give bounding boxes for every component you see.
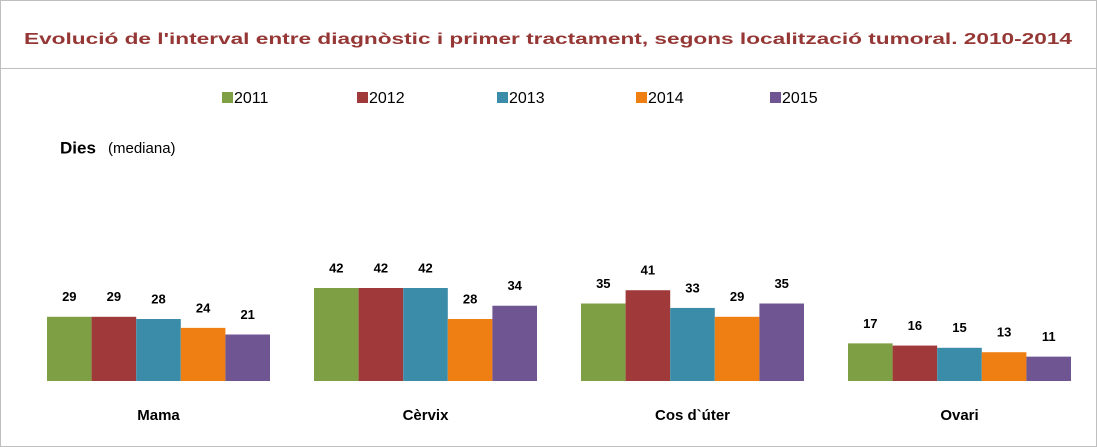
- bar: [225, 334, 270, 381]
- legend-label: 2011: [234, 90, 269, 107]
- bar: [447, 319, 493, 381]
- value-label: 11: [1042, 329, 1056, 344]
- value-label: 35: [596, 276, 610, 291]
- chart-title: Evolució de l'interval entre diagnòstic …: [24, 31, 1072, 48]
- legend-label: 2014: [648, 90, 684, 107]
- legend-label: 2012: [369, 90, 405, 107]
- bar: [180, 327, 226, 381]
- value-label: 41: [641, 263, 655, 278]
- bar: [403, 288, 448, 381]
- value-label: 15: [952, 320, 966, 335]
- bar: [892, 345, 938, 381]
- legend-swatch: [636, 92, 647, 103]
- bar: [848, 343, 893, 381]
- bar: [358, 288, 404, 381]
- value-label: 24: [196, 300, 211, 315]
- value-label: 42: [418, 260, 432, 275]
- value-label: 42: [374, 260, 388, 275]
- bar: [492, 305, 537, 381]
- x-tick-label: Cos d`úter: [655, 407, 730, 424]
- bar: [981, 352, 1027, 381]
- bar: [1026, 356, 1071, 381]
- x-tick-label: Ovari: [940, 407, 978, 424]
- y-axis-label: Dies: [60, 138, 96, 157]
- value-label: 21: [240, 307, 254, 322]
- legend-swatch: [497, 92, 508, 103]
- bar: [314, 288, 359, 381]
- bar: [670, 307, 715, 381]
- value-label: 29: [730, 289, 744, 304]
- value-label: 35: [774, 276, 788, 291]
- value-label: 34: [507, 278, 522, 293]
- bar: [714, 316, 760, 381]
- legend-label: 2013: [509, 90, 545, 107]
- bar: [91, 316, 137, 381]
- bar: [937, 347, 982, 381]
- value-label: 42: [329, 260, 343, 275]
- value-label: 28: [463, 291, 477, 306]
- y-axis-note: (mediana): [108, 140, 176, 157]
- legend-swatch: [222, 92, 233, 103]
- legend-label: 2015: [782, 90, 818, 107]
- value-label: 17: [863, 316, 877, 331]
- legend-swatch: [357, 92, 368, 103]
- bar: [47, 316, 92, 381]
- value-label: 28: [151, 291, 165, 306]
- legend-swatch: [770, 92, 781, 103]
- x-tick-label: Mama: [137, 407, 180, 424]
- value-label: 16: [908, 318, 922, 333]
- value-label: 29: [107, 289, 121, 304]
- value-label: 13: [997, 325, 1011, 340]
- bar: [136, 319, 181, 381]
- x-tick-label: Cèrvix: [403, 407, 450, 424]
- bar: [759, 303, 804, 381]
- value-label: 29: [62, 289, 76, 304]
- value-label: 33: [685, 280, 699, 295]
- bar: [581, 303, 626, 381]
- bar: [625, 290, 671, 381]
